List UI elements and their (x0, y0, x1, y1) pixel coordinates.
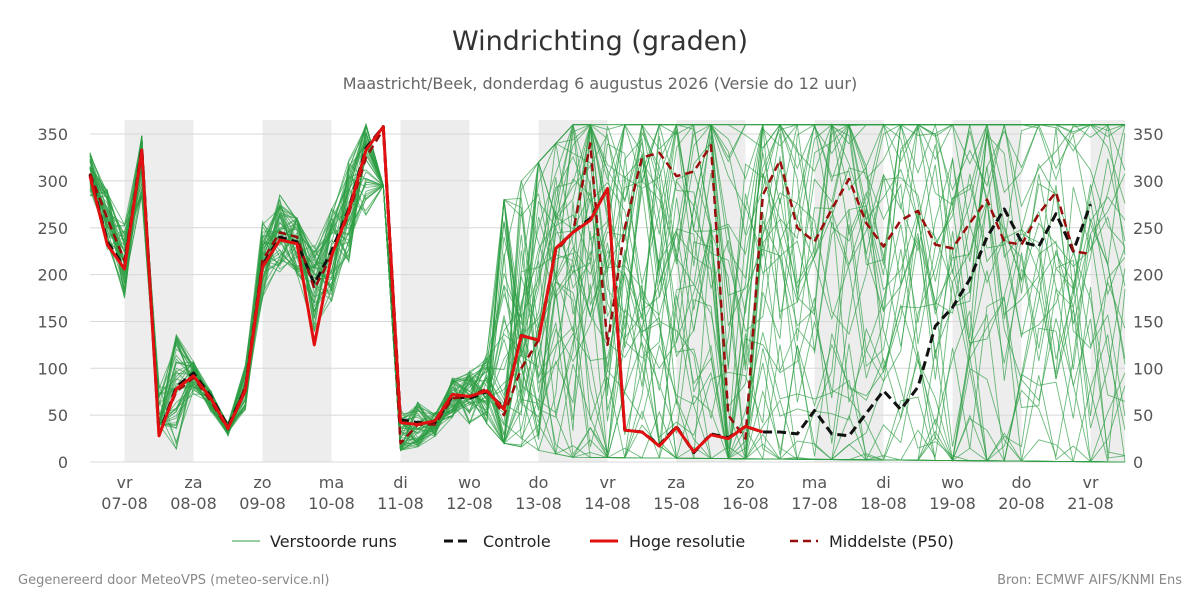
x-tick-date-12: 19-08 (929, 494, 976, 513)
y-tick-right-350: 350 (1133, 125, 1164, 144)
x-tick-date-1: 08-08 (170, 494, 217, 513)
x-tick-date-4: 11-08 (377, 494, 424, 513)
ensemble-run-34 (89, 124, 1126, 432)
y-axis-left: 0 50 100 150 200 250 300 350 (37, 125, 68, 472)
legend-label-median: Middelste (P50) (829, 532, 954, 551)
y-tick-right-300: 300 (1133, 172, 1164, 191)
y-tick-right-100: 100 (1133, 359, 1164, 378)
x-tick-date-8: 15-08 (653, 494, 700, 513)
x-tick-day-2: zo (253, 473, 271, 492)
y-tick-left-350: 350 (37, 125, 68, 144)
x-tick-day-5: wo (458, 473, 481, 492)
x-tick-date-11: 18-08 (860, 494, 907, 513)
ensemble-run-31 (89, 123, 1126, 463)
y-tick-right-200: 200 (1133, 266, 1164, 285)
footer-source: Bron: ECMWF AIFS/KNMI Ens (997, 573, 1182, 588)
chart-subtitle: Maastricht/Beek, donderdag 6 augustus 20… (343, 74, 857, 93)
ensemble-run-45 (89, 124, 1125, 451)
y-tick-left-50: 50 (48, 406, 68, 425)
x-tick-date-5: 12-08 (446, 494, 493, 513)
legend: Verstoorde runs Controle Hoge resolutie … (232, 532, 954, 551)
ensemble-run-37 (89, 123, 1126, 463)
x-tick-date-3: 10-08 (308, 494, 355, 513)
x-tick-day-14: vr (1082, 473, 1098, 492)
x-axis: vr 07-08 za 08-08 zo 09-08 ma 10-08 di 11-08 wo 12-… (101, 473, 1114, 513)
grid-lines (90, 133, 1125, 463)
x-tick-day-9: zo (736, 473, 754, 492)
footer-generator: Gegenereerd door MeteoVPS (meteo-service… (18, 573, 329, 588)
x-tick-day-13: do (1012, 473, 1032, 492)
legend-label-highres: Hoge resolutie (629, 532, 745, 551)
x-tick-day-6: do (529, 473, 549, 492)
y-tick-right-250: 250 (1133, 219, 1164, 238)
series-line-hoge-resolutie (88, 125, 764, 454)
ensemble-run-48 (89, 160, 1126, 463)
y-tick-right-50: 50 (1133, 406, 1153, 425)
ensemble-run-17 (89, 124, 1126, 462)
y-axis-right: 0 50 100 150 200 250 300 350 (1133, 125, 1164, 472)
ensemble-run-43 (89, 123, 1126, 463)
y-tick-left-100: 100 (37, 359, 68, 378)
legend-label-control: Controle (483, 532, 551, 551)
x-tick-date-9: 16-08 (722, 494, 769, 513)
y-tick-right-0: 0 (1133, 453, 1143, 472)
x-tick-date-0: 07-08 (101, 494, 148, 513)
legend-label-ensemble: Verstoorde runs (270, 532, 397, 551)
y-tick-left-200: 200 (37, 266, 68, 285)
y-tick-left-150: 150 (37, 312, 68, 331)
x-tick-date-14: 21-08 (1067, 494, 1114, 513)
x-tick-day-12: wo (941, 473, 964, 492)
y-tick-right-150: 150 (1133, 312, 1164, 331)
x-tick-day-4: di (393, 473, 408, 492)
x-tick-day-7: vr (599, 473, 615, 492)
main-series (88, 125, 1092, 455)
x-tick-date-10: 17-08 (791, 494, 838, 513)
night-band-1 (262, 120, 332, 462)
chart-title: Windrichting (graden) (452, 26, 748, 57)
x-tick-date-2: 09-08 (239, 494, 286, 513)
y-tick-left-0: 0 (58, 453, 68, 472)
x-tick-day-3: ma (319, 473, 344, 492)
x-tick-date-6: 13-08 (515, 494, 562, 513)
x-tick-day-11: di (876, 473, 891, 492)
x-tick-day-10: ma (802, 473, 827, 492)
y-tick-left-250: 250 (37, 219, 68, 238)
y-tick-left-300: 300 (37, 172, 68, 191)
x-tick-day-1: za (184, 473, 202, 492)
x-tick-day-8: za (667, 473, 685, 492)
x-tick-date-13: 20-08 (998, 494, 1045, 513)
x-tick-date-7: 14-08 (584, 494, 631, 513)
x-tick-day-0: vr (116, 473, 132, 492)
